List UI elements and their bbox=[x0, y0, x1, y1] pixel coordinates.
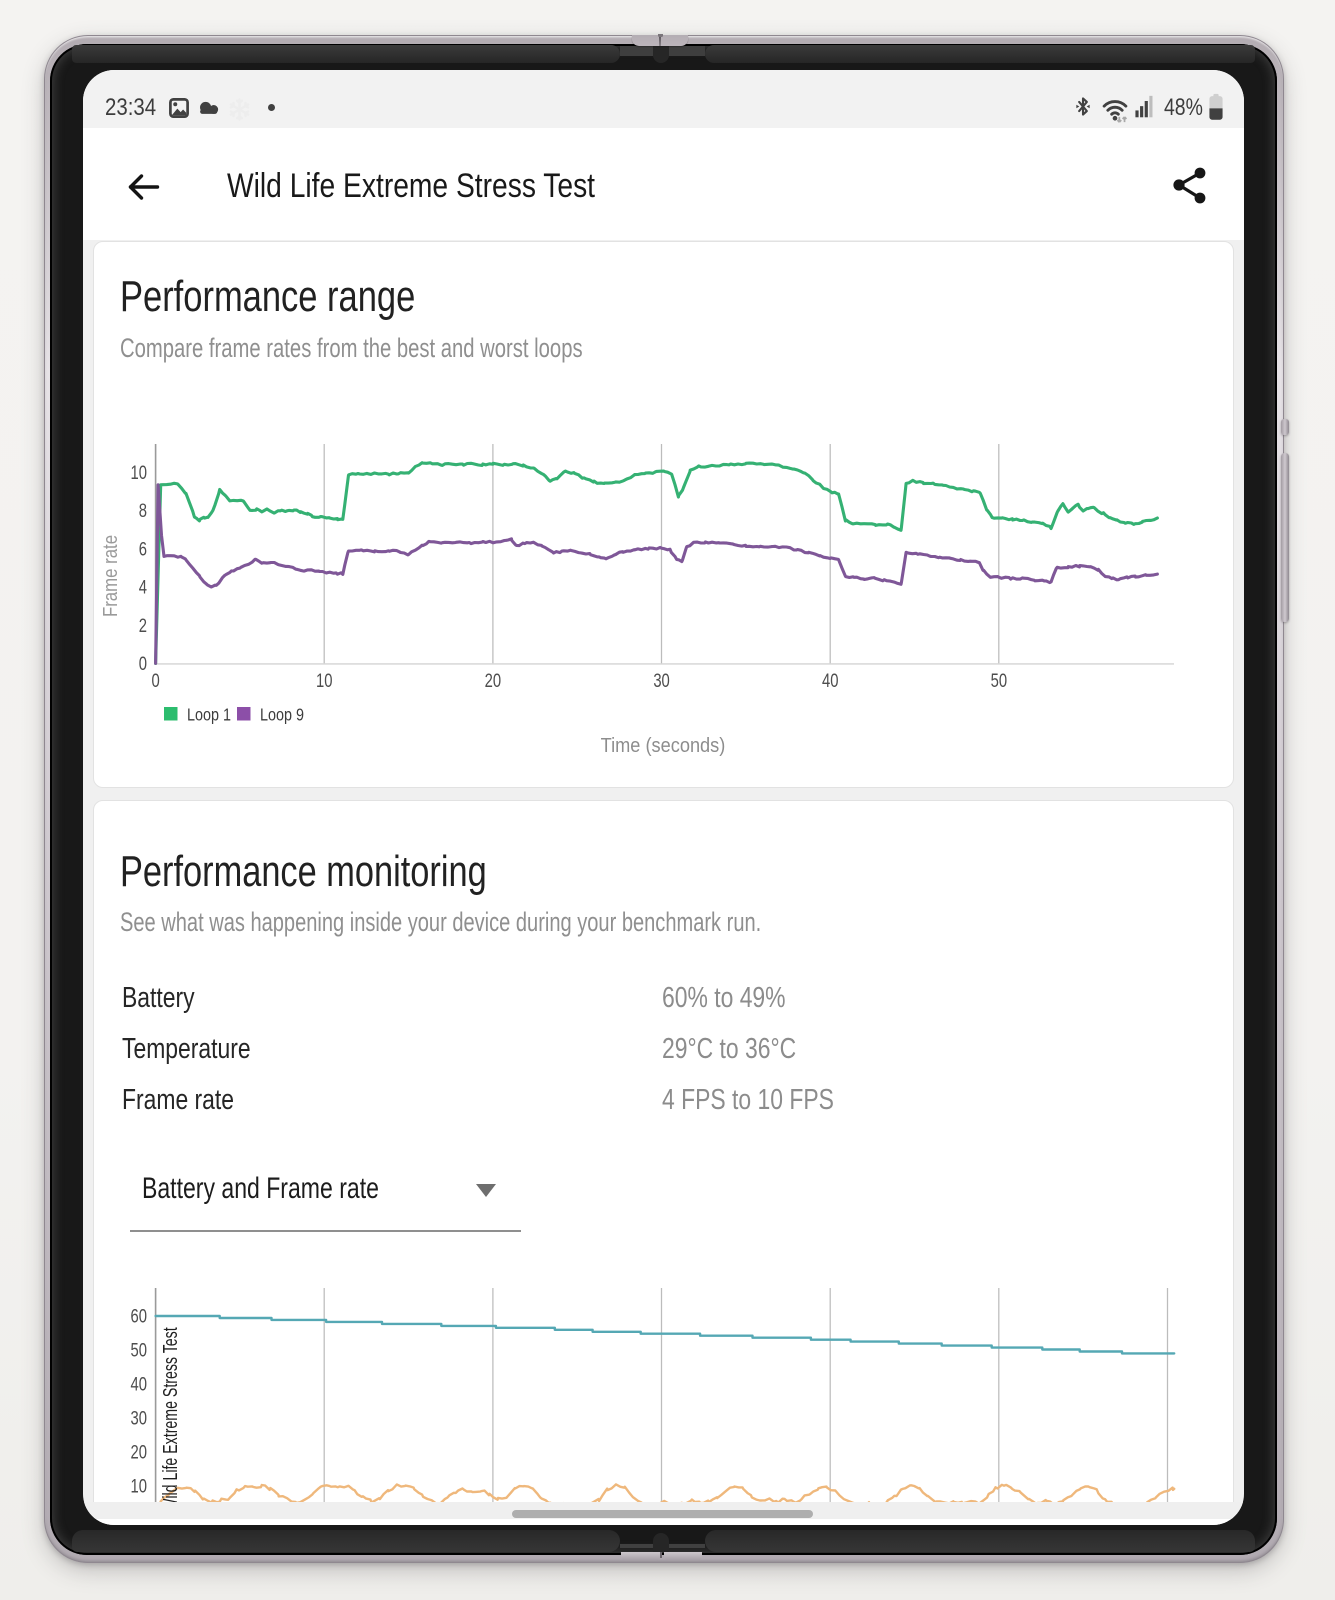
svg-text:20: 20 bbox=[485, 670, 501, 691]
svg-text:Frame rate: Frame rate bbox=[99, 535, 122, 617]
svg-text:40: 40 bbox=[131, 1374, 147, 1395]
svg-text:40: 40 bbox=[822, 670, 838, 691]
svg-text:0: 0 bbox=[139, 653, 147, 674]
svg-text:50: 50 bbox=[991, 670, 1007, 691]
svg-text:10: 10 bbox=[131, 1476, 147, 1497]
svg-text:0: 0 bbox=[151, 670, 159, 691]
svg-text:Loop 9: Loop 9 bbox=[260, 705, 304, 725]
svg-text:Time (seconds): Time (seconds) bbox=[601, 735, 726, 757]
svg-text:4: 4 bbox=[139, 577, 147, 598]
svg-text:10: 10 bbox=[131, 462, 147, 483]
svg-text:Loop 1: Loop 1 bbox=[187, 705, 231, 725]
svg-text:20: 20 bbox=[131, 1442, 147, 1463]
svg-text:10: 10 bbox=[316, 670, 332, 691]
svg-text:8: 8 bbox=[139, 500, 147, 521]
svg-text:30: 30 bbox=[653, 670, 669, 691]
svg-text:50: 50 bbox=[131, 1340, 147, 1361]
svg-text:6: 6 bbox=[139, 539, 147, 560]
svg-text:2: 2 bbox=[139, 615, 147, 636]
svg-text:60: 60 bbox=[131, 1306, 147, 1327]
svg-text:30: 30 bbox=[131, 1408, 147, 1429]
